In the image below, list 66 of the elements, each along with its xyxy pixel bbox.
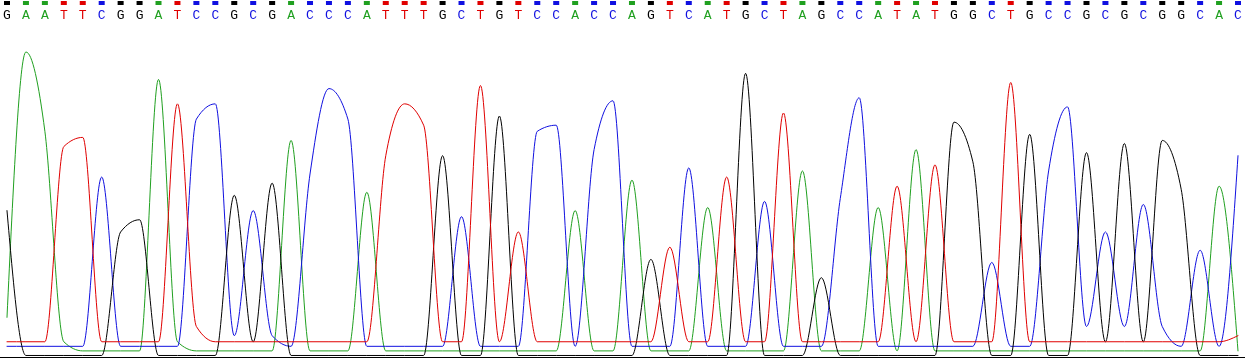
x-tick-label: G: [1025, 8, 1034, 23]
x-tick-label: T: [514, 8, 523, 23]
x-tick-label: A: [703, 8, 712, 23]
x-tick-label: A: [287, 8, 296, 23]
x-tick-label: G: [647, 8, 655, 23]
x-tick-label: A: [571, 8, 580, 23]
x-tick-label: A: [874, 8, 883, 23]
x-tick-label: G: [495, 8, 504, 23]
x-tick-label: G: [1158, 8, 1167, 23]
x-tick-label: G: [1177, 8, 1186, 23]
x-tick-label: C: [1044, 8, 1053, 23]
x-tick-label: G: [1120, 8, 1129, 23]
x-tick-label: T: [722, 8, 731, 23]
x-tick-label: T: [893, 8, 902, 23]
x-tick-label: T: [779, 8, 788, 23]
x-tick-label: C: [552, 8, 561, 23]
x-tick-label: G: [3, 8, 11, 23]
x-tick-label: C: [855, 8, 864, 23]
x-tick-label: A: [912, 8, 921, 23]
x-tick-label: G: [741, 8, 750, 23]
x-tick-label: G: [135, 8, 144, 23]
x-tick-label: C: [609, 8, 618, 23]
x-tick-label: T: [173, 8, 182, 23]
x-tick-label: C: [249, 8, 258, 23]
x-tick-label: C: [1139, 8, 1148, 23]
x-tick-label: A: [40, 8, 49, 23]
x-tick-label: G: [116, 8, 125, 23]
x-tick-label: G: [817, 8, 826, 23]
x-tick-label: C: [343, 8, 352, 23]
x-tick-label: C: [457, 8, 466, 23]
x-tick-label: G: [268, 8, 277, 23]
x-tick-label: T: [59, 8, 68, 23]
x-tick-label: C: [192, 8, 201, 23]
x-tick-label: C: [97, 8, 106, 23]
x-tick-label: G: [968, 8, 977, 23]
x-tick-label: C: [987, 8, 996, 23]
x-tick-label: C: [836, 8, 845, 23]
x-tick-label: C: [1101, 8, 1110, 23]
x-tick-label: T: [381, 8, 390, 23]
x-tick-label: G: [950, 8, 958, 23]
x-tick-label: G: [438, 8, 447, 23]
x-tick-label: T: [78, 8, 87, 23]
x-tick-label: C: [1234, 8, 1243, 23]
x-tick-label: C: [1196, 8, 1205, 23]
x-tick-label: C: [306, 8, 315, 23]
x-tick-label: C: [533, 8, 542, 23]
x-tick-label: C: [1063, 8, 1072, 23]
x-tick-label: A: [154, 8, 163, 23]
x-tick-label: C: [590, 8, 599, 23]
x-tick-label: T: [476, 8, 485, 23]
x-tick-label: G: [230, 8, 239, 23]
x-tick-label: A: [628, 8, 637, 23]
x-tick-label: T: [419, 8, 428, 23]
x-tick-label: T: [665, 8, 674, 23]
x-tick-label: A: [798, 8, 807, 23]
x-tick-label: A: [362, 8, 371, 23]
x-tick-label: C: [760, 8, 769, 23]
x-tick-label: G: [1082, 8, 1091, 23]
x-tick-label: C: [684, 8, 693, 23]
x-tick-label: A: [22, 8, 31, 23]
x-tick-label: A: [1215, 8, 1224, 23]
x-tick-label: C: [211, 8, 220, 23]
x-tick-label: T: [1006, 8, 1015, 23]
x-tick-label: C: [325, 8, 334, 23]
x-tick-label: T: [400, 8, 409, 23]
x-tick-label: T: [931, 8, 940, 23]
